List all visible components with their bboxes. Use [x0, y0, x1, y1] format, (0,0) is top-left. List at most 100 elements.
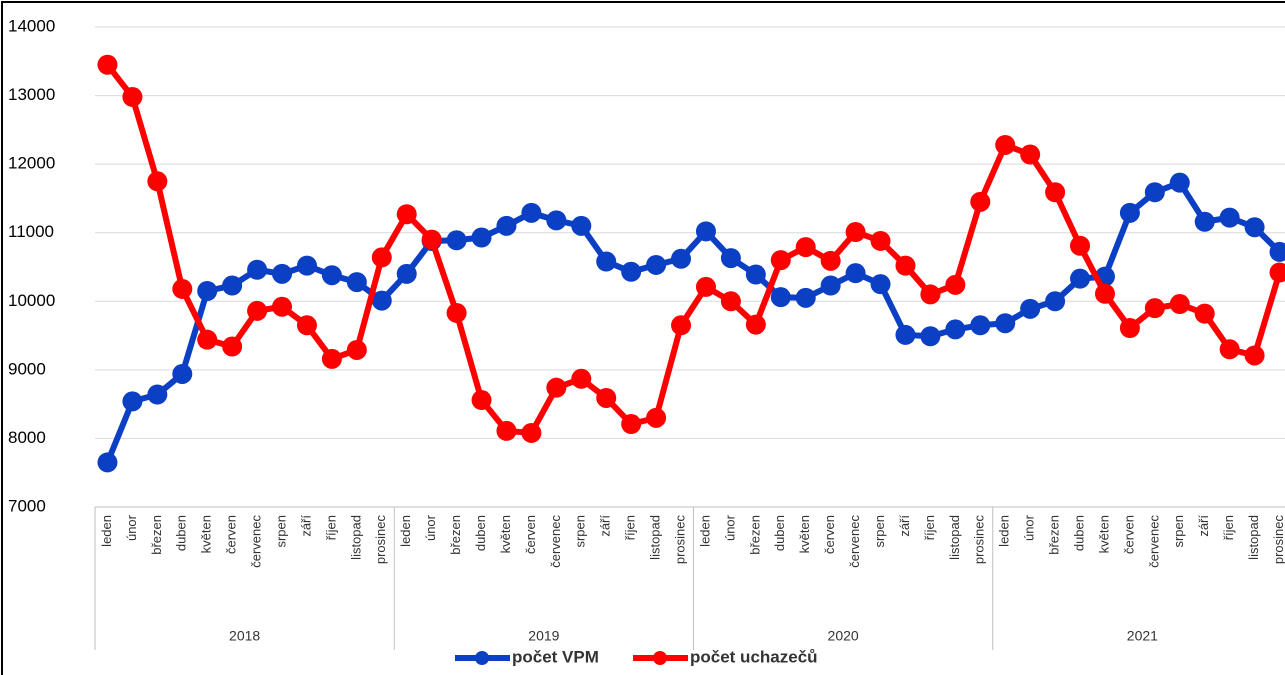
series-marker — [745, 264, 766, 285]
x-tick-label: únor — [722, 514, 737, 541]
series-marker — [1094, 283, 1115, 304]
x-tick-label: listopad — [1246, 515, 1261, 560]
series-marker — [1045, 291, 1066, 312]
x-tick-label: květen — [797, 515, 812, 553]
series-marker — [296, 315, 317, 336]
y-tick-label: 14000 — [8, 16, 55, 35]
series-marker — [122, 391, 143, 412]
series-marker — [272, 296, 293, 317]
series-marker — [1020, 144, 1041, 165]
x-tick-label: březen — [747, 515, 762, 555]
series-marker — [247, 259, 268, 280]
series-marker — [571, 368, 592, 389]
series-marker — [147, 384, 168, 405]
series-marker — [496, 420, 517, 441]
series-marker — [945, 274, 966, 295]
series-marker — [671, 315, 692, 336]
series-marker — [870, 274, 891, 295]
series-marker — [296, 255, 317, 276]
series-marker — [1269, 241, 1285, 262]
series-line — [104, 179, 1282, 464]
x-tick-label: březen — [149, 515, 164, 555]
series-marker — [197, 281, 218, 301]
series-marker — [1119, 202, 1140, 223]
series-marker — [621, 261, 642, 282]
series-marker — [371, 247, 392, 268]
series-marker — [1169, 172, 1190, 193]
x-tick-label: únor — [124, 514, 139, 541]
x-tick-label: říjen — [323, 515, 338, 540]
series-marker — [720, 248, 741, 269]
series-marker — [745, 314, 766, 335]
series-marker — [1269, 262, 1285, 283]
x-tick-label: březen — [448, 515, 463, 555]
series-marker — [272, 263, 293, 284]
series-marker — [1244, 217, 1265, 238]
series-marker — [446, 230, 467, 251]
x-tick-label: srpen — [273, 515, 288, 548]
x-tick-label: duben — [473, 515, 488, 551]
series-marker — [97, 452, 118, 473]
series-marker — [172, 363, 193, 384]
series-marker — [596, 251, 617, 272]
x-tick-label: březen — [1047, 515, 1062, 555]
series-marker — [1219, 207, 1240, 228]
x-tick-label: listopad — [348, 515, 363, 560]
series-marker — [870, 230, 891, 251]
series-marker — [1020, 298, 1041, 319]
series-marker — [895, 324, 916, 345]
series-marker — [1169, 294, 1190, 315]
series-marker — [596, 387, 617, 408]
series-marker — [1194, 303, 1215, 324]
series-marker — [496, 215, 517, 236]
series-marker — [845, 263, 866, 284]
series-marker — [945, 319, 966, 340]
x-tick-label: prosinec — [672, 515, 687, 565]
series-marker — [1194, 211, 1215, 232]
series-marker — [970, 315, 991, 336]
x-tick-label: listopad — [648, 515, 663, 560]
series-marker — [1070, 268, 1091, 289]
x-tick-label: květen — [199, 515, 214, 553]
x-tick-label: srpen — [1171, 515, 1186, 548]
x-tick-label: duben — [772, 515, 787, 551]
x-tick-label: říjen — [922, 515, 937, 540]
x-tick-label: srpen — [573, 515, 588, 548]
series-marker — [521, 422, 542, 443]
x-tick-label: červen — [224, 515, 239, 554]
series-marker — [820, 275, 841, 296]
series-marker — [222, 336, 243, 357]
x-tick-label: únor — [423, 514, 438, 541]
series-marker — [97, 54, 118, 75]
series-marker — [421, 229, 442, 250]
series-marker — [920, 326, 941, 347]
x-tick-label: duben — [174, 515, 189, 551]
series-marker — [396, 204, 417, 225]
series-marker — [446, 302, 467, 323]
series-marker — [1070, 235, 1091, 256]
series-marker — [820, 250, 841, 271]
x-tick-label: září — [298, 515, 313, 537]
series-marker — [920, 284, 941, 305]
series-marker — [546, 377, 567, 398]
x-tick-label: červen — [822, 515, 837, 554]
group-label: 2019 — [528, 628, 559, 644]
series-marker — [1045, 182, 1066, 203]
series-marker — [795, 287, 816, 308]
x-tick-label: červenec — [1146, 515, 1161, 568]
series-marker — [845, 222, 866, 243]
legend-marker — [475, 651, 489, 665]
series-marker — [197, 329, 218, 350]
series-marker — [571, 215, 592, 236]
series-marker — [346, 272, 367, 293]
x-tick-label: červenec — [249, 515, 264, 568]
series-marker — [247, 300, 268, 321]
series-marker — [222, 275, 243, 296]
x-tick-label: červenec — [548, 515, 563, 568]
series-marker — [995, 134, 1016, 155]
series-marker — [720, 291, 741, 312]
series-marker — [172, 278, 193, 299]
x-tick-label: listopad — [947, 515, 962, 560]
